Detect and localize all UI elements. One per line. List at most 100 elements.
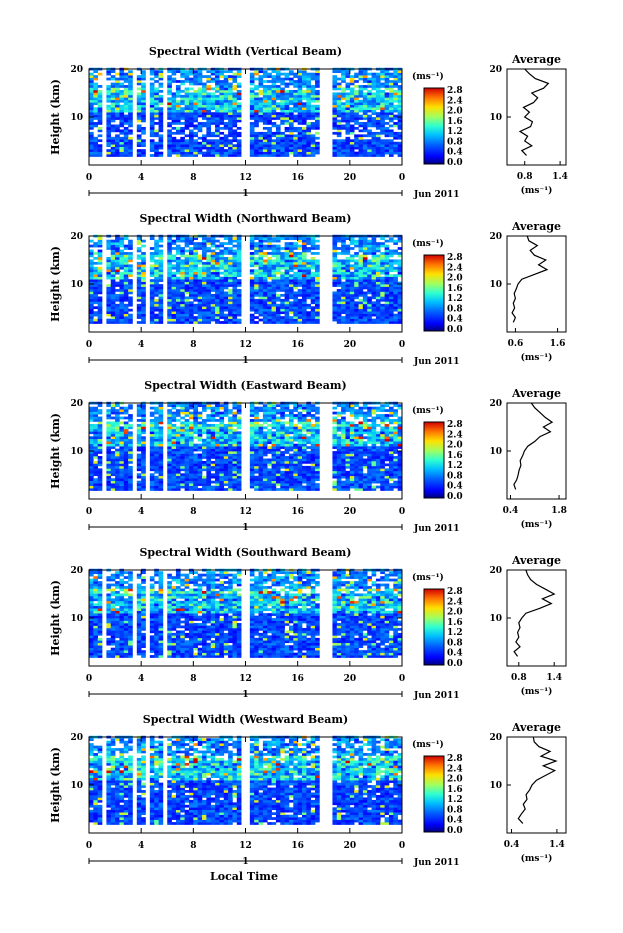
heatmap-cell — [106, 110, 111, 113]
heatmap-cell — [180, 319, 185, 322]
heatmap-cell — [293, 142, 298, 145]
heatmap-cell — [189, 451, 194, 454]
heatmap-cell — [154, 110, 159, 113]
heatmap-cell — [306, 147, 311, 150]
heatmap-cell — [250, 112, 255, 115]
heatmap-cell — [98, 144, 103, 147]
heatmap-cell — [337, 237, 342, 240]
heatmap-cell — [350, 139, 355, 142]
heatmap-cell — [189, 282, 194, 285]
heatmap-cell — [345, 267, 350, 270]
heatmap-cell — [263, 117, 268, 120]
heatmap-cell — [376, 264, 381, 267]
heatmap-cell — [350, 127, 355, 130]
heatmap-cell — [93, 431, 98, 434]
heatmap-cell — [267, 95, 272, 98]
heatmap-cell — [376, 304, 381, 307]
heatmap-cell — [150, 95, 155, 98]
heatmap-cell — [341, 301, 346, 304]
heatmap-cell — [202, 292, 207, 295]
heatmap-cell — [345, 306, 350, 309]
heatmap-cell — [280, 83, 285, 86]
heatmap-cell — [367, 117, 372, 120]
heatmap-cell — [206, 289, 211, 292]
heatmap-cell — [289, 92, 294, 95]
heatmap-cell — [263, 80, 268, 83]
heatmap-cell — [180, 107, 185, 110]
heatmap-cell — [128, 292, 133, 295]
heatmap-cell — [372, 250, 377, 253]
heatmap-cell — [93, 471, 98, 474]
heatmap-cell — [219, 139, 224, 142]
heatmap-cell — [106, 414, 111, 417]
heatmap-cell — [332, 279, 337, 282]
heatmap-cell — [106, 115, 111, 118]
heatmap-cell — [272, 107, 277, 110]
heatmap-cell — [215, 120, 220, 123]
heatmap-cell — [89, 154, 94, 157]
heatmap-cell — [224, 237, 229, 240]
heatmap-cell — [128, 149, 133, 152]
heatmap-cell — [345, 247, 350, 250]
heatmap-cell — [150, 311, 155, 314]
heatmap-cell — [128, 259, 133, 262]
heatmap-cell — [280, 134, 285, 137]
heatmap-cell — [350, 100, 355, 103]
heatmap-cell — [224, 83, 229, 86]
heatmap-cell — [128, 454, 133, 457]
heatmap-cell — [367, 149, 372, 152]
heatmap-cell — [267, 88, 272, 91]
heatmap-cell — [211, 454, 216, 457]
heatmap-cell — [176, 267, 181, 270]
heatmap-cell — [311, 88, 316, 91]
heatmap-cell — [202, 481, 207, 484]
heatmap-cell — [159, 289, 164, 292]
heatmap-cell — [219, 311, 224, 314]
heatmap-cell — [237, 134, 242, 137]
heatmap-cell — [98, 446, 103, 449]
heatmap-cell — [176, 95, 181, 98]
heatmap-cell — [172, 304, 177, 307]
heatmap-cell — [311, 252, 316, 255]
heatmap-cell — [93, 277, 98, 280]
heatmap-cell — [98, 117, 103, 120]
heatmap-cell — [272, 304, 277, 307]
heatmap-cell — [98, 449, 103, 452]
heatmap-cell — [232, 100, 237, 103]
heatmap-cell — [315, 267, 320, 270]
heatmap-cell — [280, 277, 285, 280]
heatmap-cell — [98, 417, 103, 420]
heatmap-cell — [337, 274, 342, 277]
heatmap-cell — [254, 120, 259, 123]
heatmap-cell — [176, 454, 181, 457]
heatmap-cell — [254, 237, 259, 240]
heatmap-cell — [198, 431, 203, 434]
heatmap-cell — [202, 240, 207, 243]
heatmap-cell — [215, 466, 220, 469]
heatmap-cell — [272, 294, 277, 297]
heatmap-cell — [211, 73, 216, 76]
heatmap-cell — [363, 149, 368, 152]
heatmap-cell — [272, 311, 277, 314]
heatmap-cell — [137, 110, 142, 113]
heatmap-cell — [232, 272, 237, 275]
heatmap-cell — [263, 97, 268, 100]
heatmap-cell — [159, 407, 164, 410]
heatmap-cell — [137, 137, 142, 140]
heatmap-cell — [93, 78, 98, 81]
heatmap-cell — [198, 306, 203, 309]
heatmap-cell — [128, 446, 133, 449]
heatmap-cell — [115, 449, 120, 452]
heatmap-cell — [367, 304, 372, 307]
heatmap-cell — [272, 269, 277, 272]
heatmap-cell — [280, 78, 285, 81]
heatmap-cell — [124, 282, 129, 285]
heatmap-cell — [193, 245, 198, 248]
heatmap-cell — [250, 259, 255, 262]
heatmap-cell — [298, 110, 303, 113]
heatmap-cell — [119, 461, 124, 464]
heatmap-cell — [372, 149, 377, 152]
heatmap-cell — [198, 429, 203, 432]
heatmap-cell — [206, 287, 211, 290]
heatmap-cell — [167, 112, 172, 115]
